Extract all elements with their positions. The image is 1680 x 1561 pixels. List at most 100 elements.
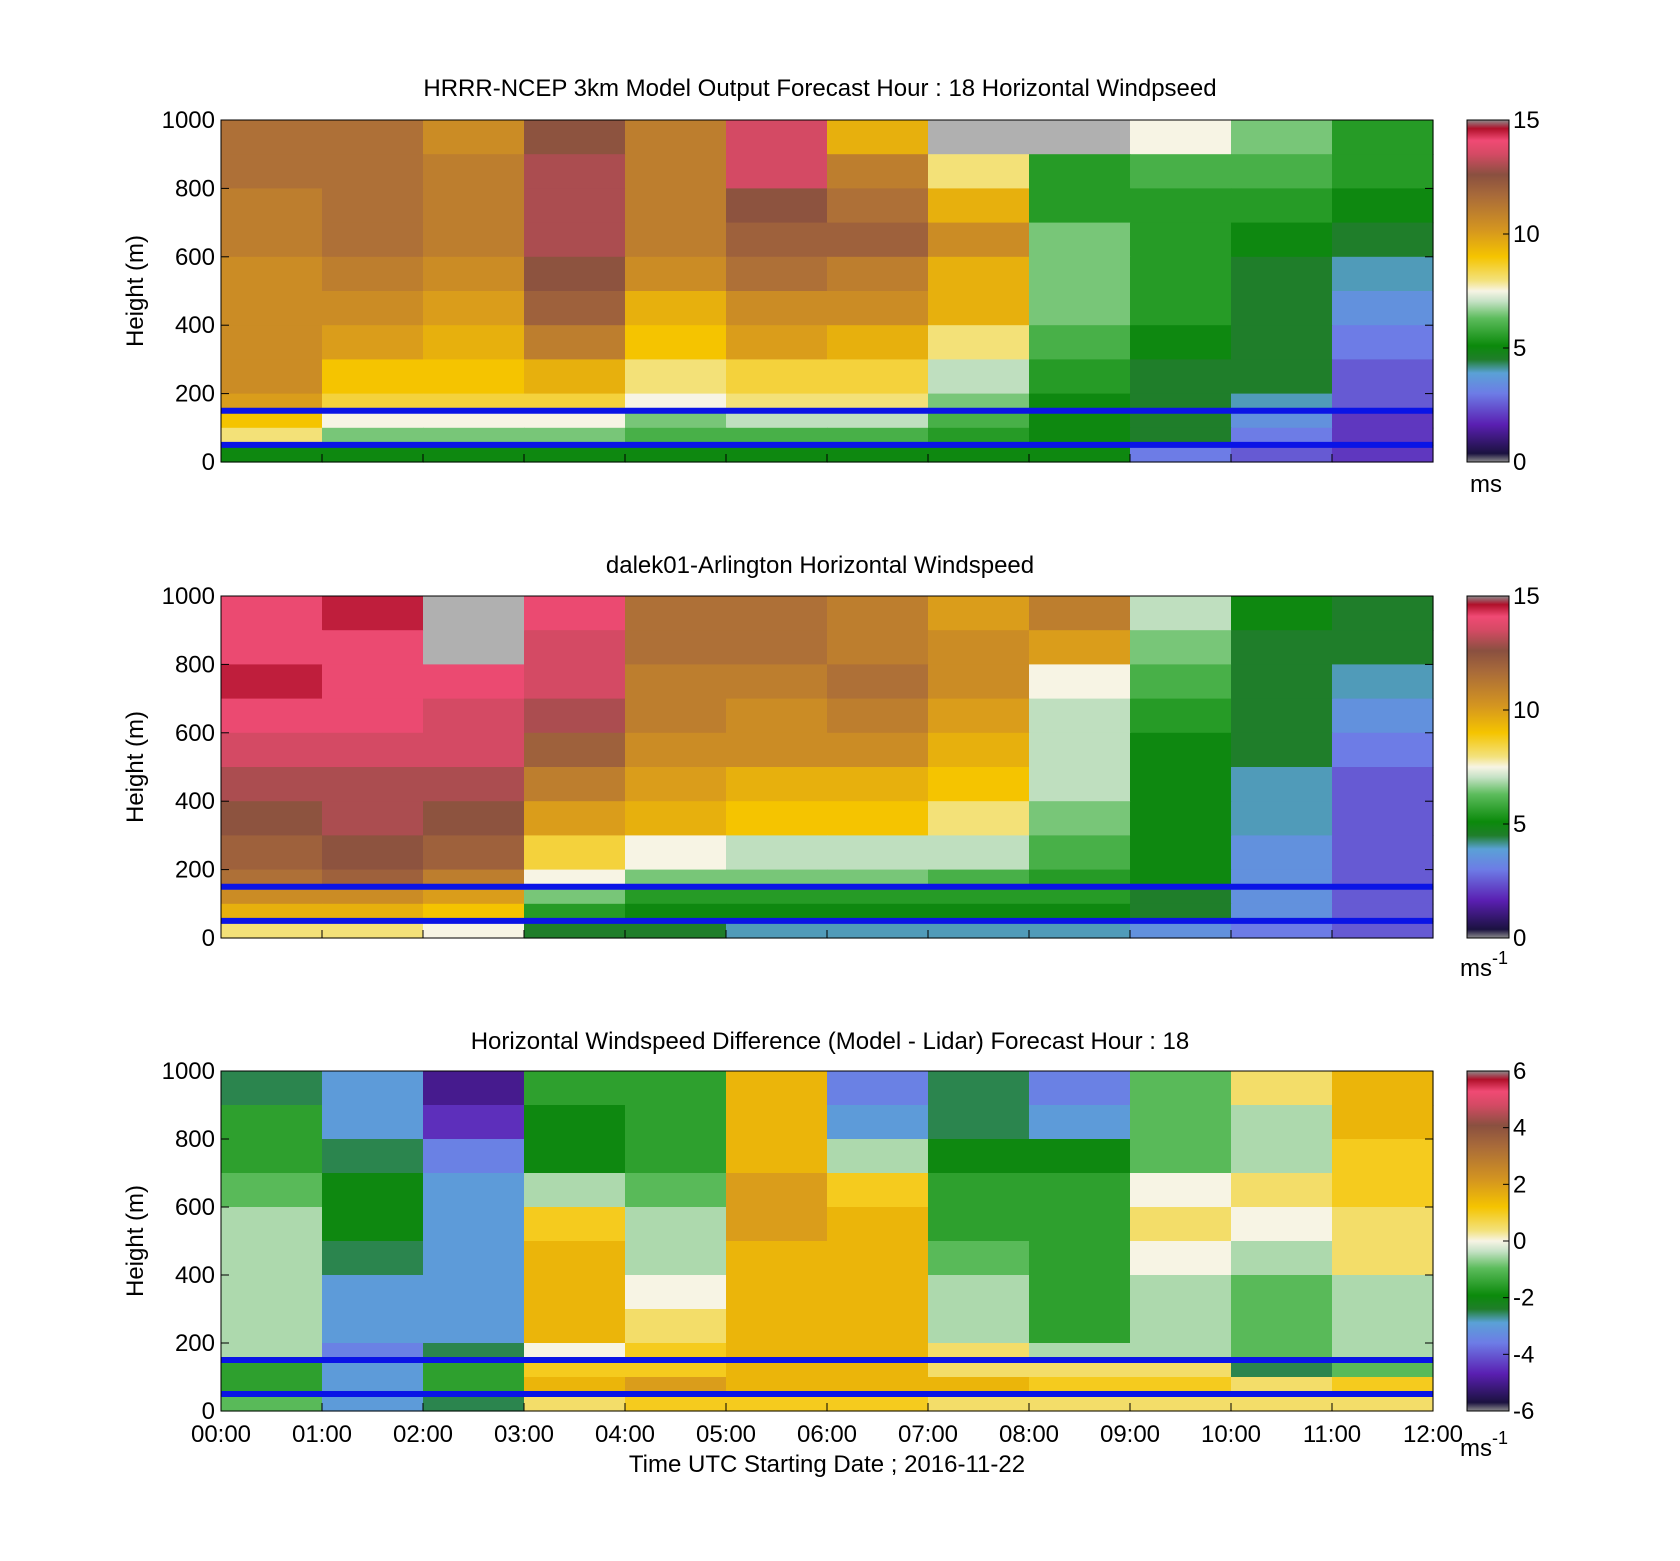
heatmap-cell xyxy=(726,359,828,395)
heatmap-cell xyxy=(1231,732,1333,768)
heatmap-cell xyxy=(524,393,626,412)
heatmap-cell xyxy=(928,1377,1030,1395)
heatmap-cell xyxy=(726,596,828,631)
heatmap-cell xyxy=(1231,886,1333,905)
x-tick-label: 01:00 xyxy=(292,1421,352,1448)
heatmap-cell xyxy=(726,120,828,155)
heatmap-cell xyxy=(1029,1377,1131,1395)
x-tick-label: 05:00 xyxy=(696,1421,756,1448)
x-tick-label: 09:00 xyxy=(1100,1421,1160,1448)
heatmap-cell xyxy=(1029,1394,1131,1412)
heatmap-cell xyxy=(423,410,525,429)
y-tick-label: 600 xyxy=(175,244,215,271)
panel-3-ylabel: Height (m) xyxy=(122,1185,149,1297)
heatmap-cell xyxy=(827,732,929,768)
heatmap-cell xyxy=(524,1377,626,1395)
panel-3-colorbar-unit-sup: -1 xyxy=(1492,1428,1508,1448)
heatmap-cell xyxy=(221,1377,323,1395)
heatmap-cell xyxy=(827,256,929,292)
heatmap-cell xyxy=(322,767,424,802)
heatmap-cell xyxy=(625,698,727,734)
heatmap-cell xyxy=(928,1309,1030,1344)
heatmap-cell xyxy=(221,869,323,888)
heatmap-cell xyxy=(1029,410,1131,429)
heatmap-cell xyxy=(726,222,828,258)
heatmap-cell xyxy=(221,410,323,429)
heatmap-cell xyxy=(524,1207,626,1242)
heatmap-cell xyxy=(1029,886,1131,905)
heatmap-cell xyxy=(1332,291,1434,326)
heatmap-cell xyxy=(1231,920,1333,939)
x-tick-label: 03:00 xyxy=(494,1421,554,1448)
y-tick-label: 0 xyxy=(202,449,215,476)
heatmap-cell xyxy=(1332,1071,1434,1106)
colorbar-tick-label: 2 xyxy=(1513,1171,1526,1198)
heatmap-cell xyxy=(322,664,424,700)
heatmap-cell xyxy=(726,1173,828,1208)
heatmap-cell xyxy=(1231,1139,1333,1174)
heatmap-cell xyxy=(221,596,323,631)
heatmap-cell xyxy=(322,444,424,463)
heatmap-cell xyxy=(322,154,424,189)
heatmap-cell xyxy=(524,869,626,888)
heatmap-cell xyxy=(1231,869,1333,888)
heatmap-cell xyxy=(625,732,727,768)
heatmap-cell xyxy=(928,188,1030,224)
panel-2-y-axis: 0 200 400 600 800 1000 xyxy=(162,583,1433,952)
panel-3-x-axis: 00:00 01:00 02:00 03:00 04:00 05:00 06:00 07:00… xyxy=(191,1403,1463,1448)
heatmap-cell xyxy=(625,222,727,258)
heatmap-cell xyxy=(726,920,828,939)
heatmap-cell xyxy=(1029,393,1131,412)
heatmap-cell xyxy=(928,444,1030,463)
heatmap-cell xyxy=(827,1343,929,1361)
heatmap-cell xyxy=(221,698,323,734)
heatmap-cell xyxy=(625,596,727,631)
heatmap-cell xyxy=(1231,664,1333,700)
heatmap-cell xyxy=(322,1241,424,1276)
y-tick-label: 0 xyxy=(202,925,215,952)
heatmap-cell xyxy=(1130,1207,1232,1242)
heatmap-cell xyxy=(1130,1241,1232,1276)
heatmap-cell xyxy=(1130,256,1232,292)
heatmap-cell xyxy=(1130,801,1232,836)
heatmap-cell xyxy=(1332,835,1434,871)
heatmap-cell xyxy=(1029,1343,1131,1361)
heatmap-cell xyxy=(1130,1275,1232,1310)
heatmap-cell xyxy=(423,1275,525,1310)
panel-2-colorbar-unit-base: ms xyxy=(1460,955,1492,982)
heatmap-cell xyxy=(524,325,626,360)
heatmap-cell xyxy=(625,325,727,360)
panel-1-colorbar-unit-base: ms xyxy=(1470,471,1502,498)
heatmap-cell xyxy=(928,410,1030,429)
heatmap-cell xyxy=(928,1173,1030,1208)
heatmap-cell xyxy=(625,1207,727,1242)
heatmap-cell xyxy=(1130,1377,1232,1395)
heatmap-cell xyxy=(827,393,929,412)
heatmap-cell xyxy=(524,664,626,700)
panel-3-hlines xyxy=(221,1357,1433,1397)
heatmap-cell xyxy=(221,1207,323,1242)
heatmap-cell xyxy=(221,154,323,189)
heatmap-cell xyxy=(1332,427,1434,446)
heatmap-cell xyxy=(1029,767,1131,802)
heatmap-cell xyxy=(1029,1360,1131,1378)
heatmap-cell xyxy=(322,801,424,836)
heatmap-cell xyxy=(726,1207,828,1242)
heatmap-cell xyxy=(1029,325,1131,360)
heatmap-cell xyxy=(827,1309,929,1344)
heatmap-cell xyxy=(726,903,828,922)
heatmap-cell xyxy=(726,154,828,189)
heatmap-cell xyxy=(1332,698,1434,734)
heatmap-cell xyxy=(1231,767,1333,802)
heatmap-cell xyxy=(1029,359,1131,395)
heatmap-cell xyxy=(625,1275,727,1310)
heatmap-cell xyxy=(1029,869,1131,888)
y-tick-label: 0 xyxy=(202,1398,215,1425)
heatmap-cell xyxy=(1130,410,1232,429)
heatmap-cell xyxy=(221,886,323,905)
heatmap-cell xyxy=(423,732,525,768)
heatmap-cell xyxy=(221,1139,323,1174)
heatmap-cell xyxy=(726,886,828,905)
heatmap-cell xyxy=(322,1394,424,1412)
heatmap-cell xyxy=(928,120,1030,155)
